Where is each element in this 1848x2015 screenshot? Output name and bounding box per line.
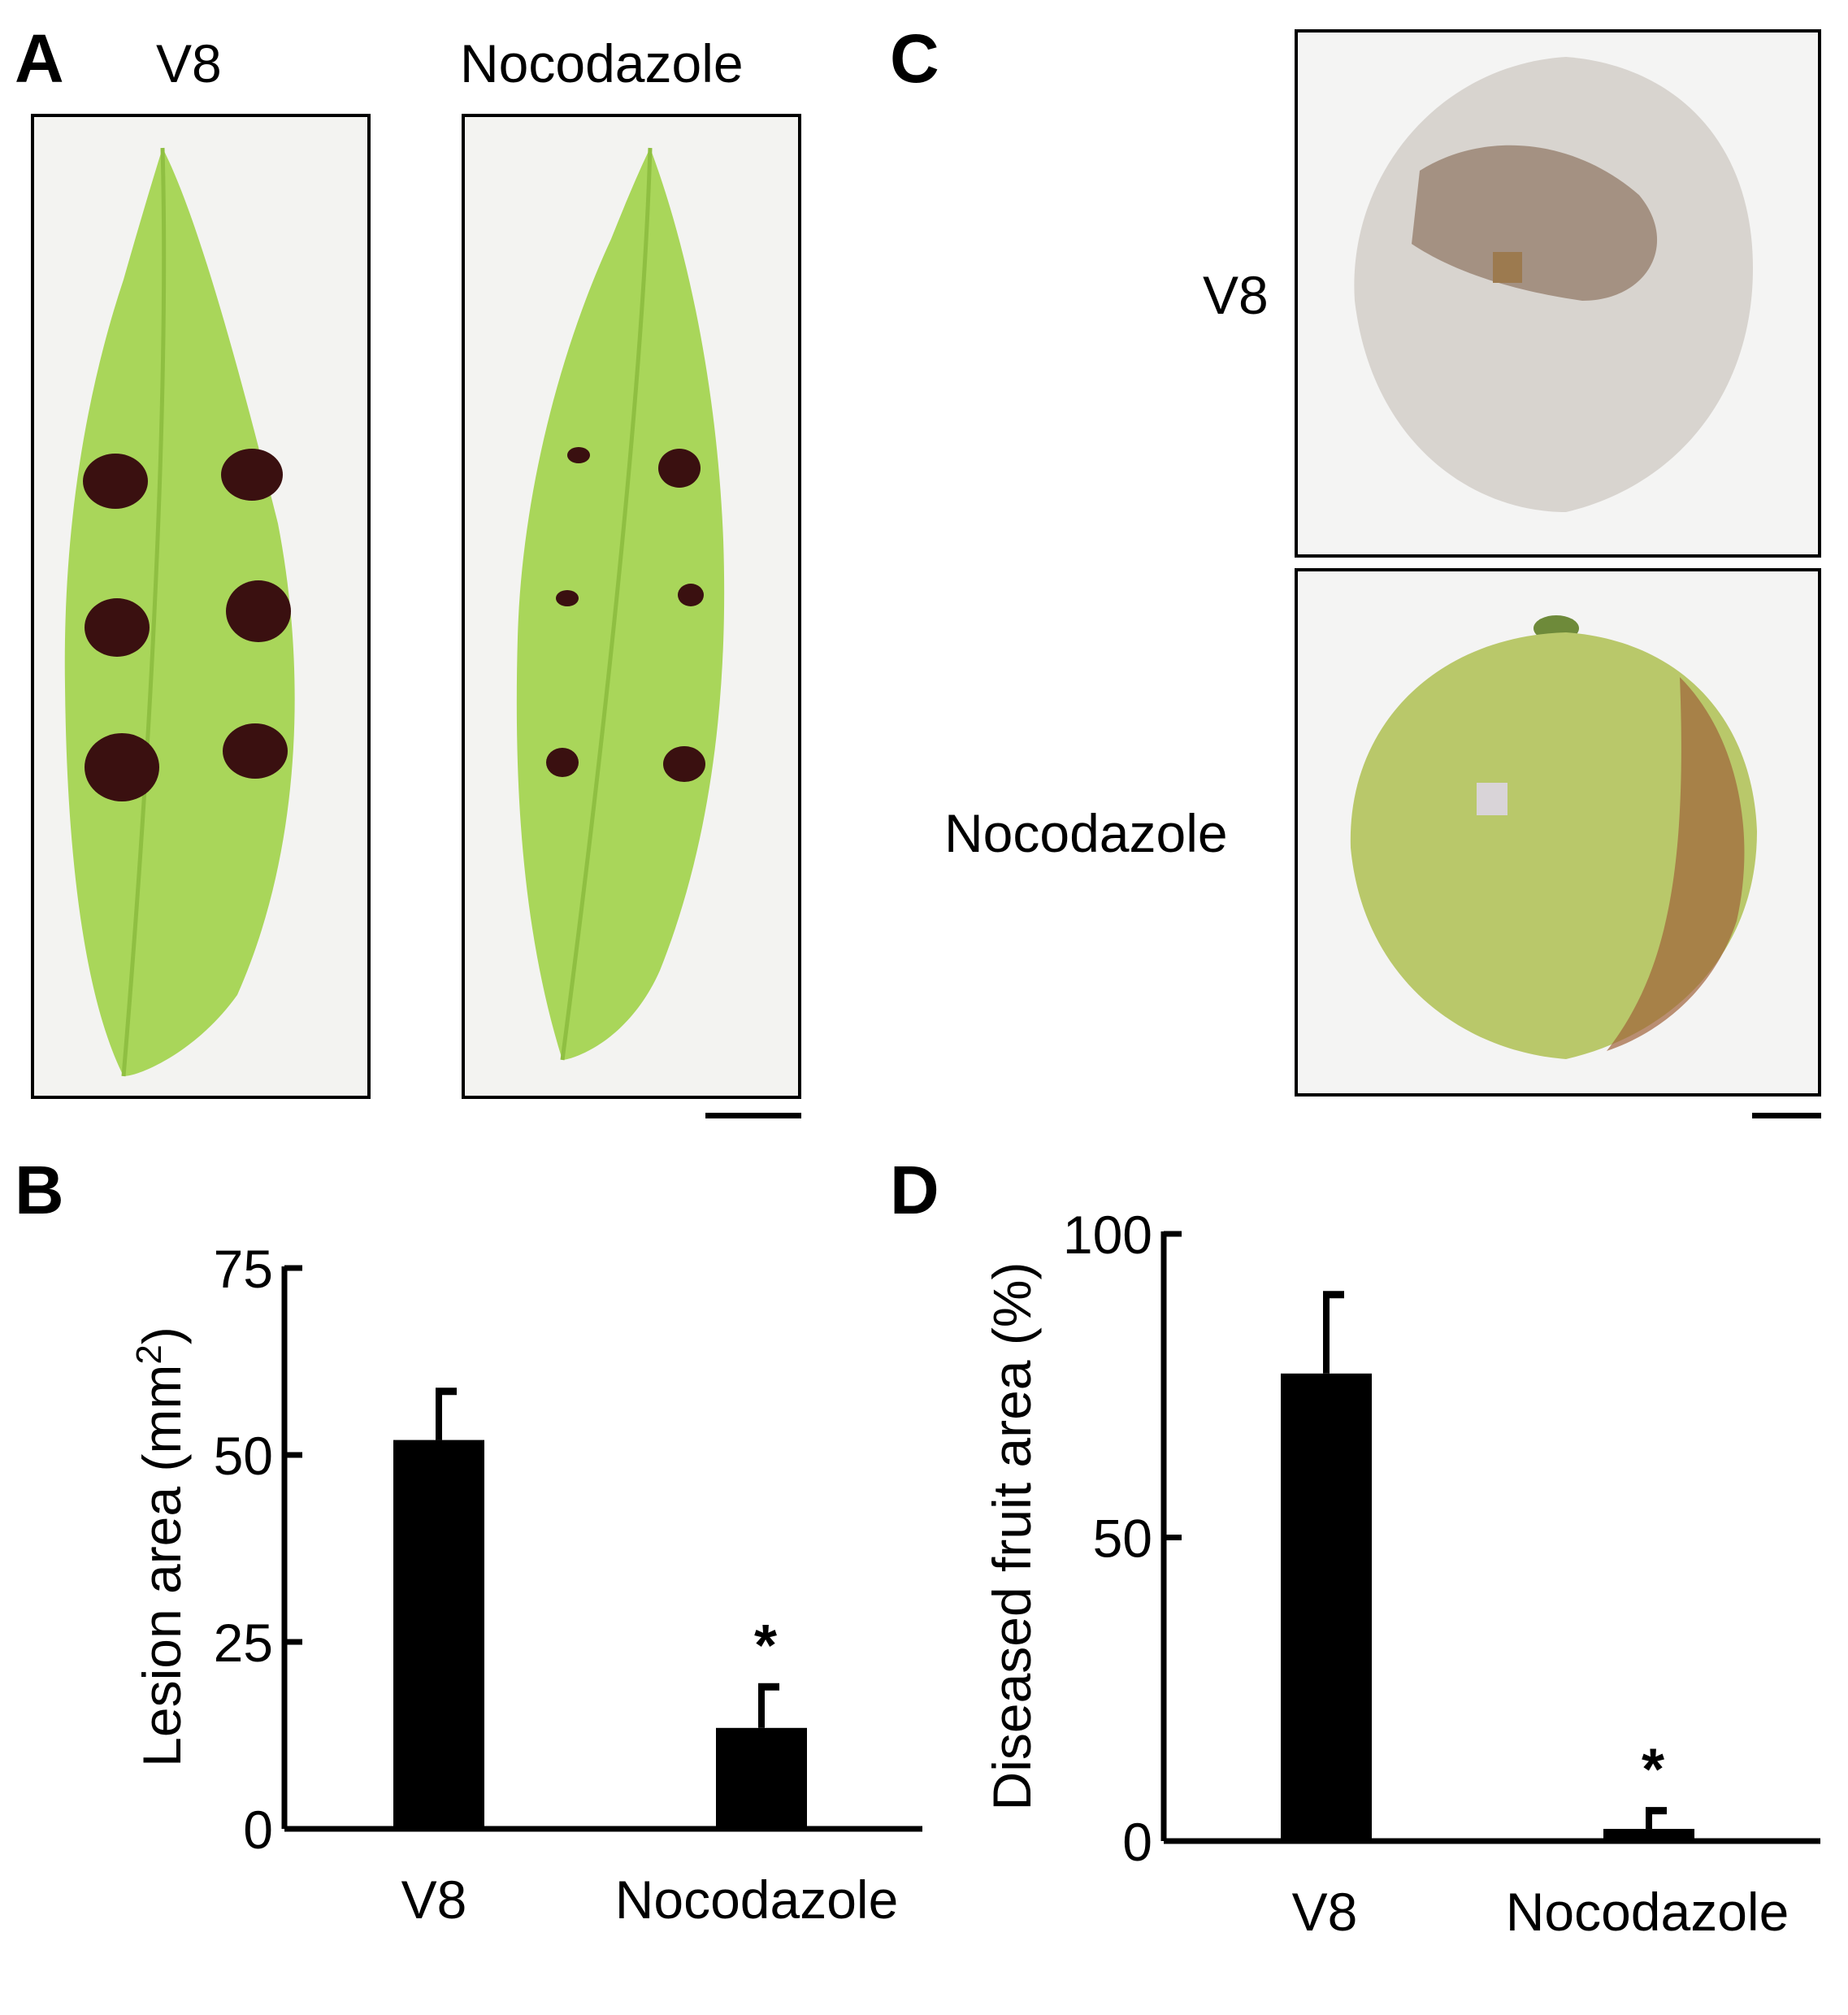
chart-d-x-tick-label: V8 bbox=[1292, 1882, 1358, 1942]
fruit-photo-v8 bbox=[1295, 29, 1821, 558]
leaf-photo-v8 bbox=[31, 114, 371, 1099]
panel-letter-b: B bbox=[15, 1152, 64, 1228]
chart-d-x-tick-label: Nocodazole bbox=[1506, 1882, 1789, 1942]
leaf-illustration-v8 bbox=[34, 117, 367, 1096]
chart-b-bar-nocodazole bbox=[716, 1727, 807, 1829]
chart-b-bar-v8 bbox=[393, 1440, 484, 1829]
panel-letter-a: A bbox=[15, 20, 64, 97]
chart-d-bar-v8 bbox=[1281, 1373, 1372, 1841]
chart-d-significance-marker: * bbox=[1642, 1738, 1664, 1803]
panel-letter-d: D bbox=[890, 1152, 939, 1228]
chart-b-y-tick-label: 50 bbox=[214, 1426, 273, 1486]
chart-b-significance-marker: * bbox=[754, 1613, 777, 1678]
chart-b-x-tick-label: V8 bbox=[401, 1870, 467, 1930]
fruit-label-nocodazole: Nocodazole bbox=[944, 803, 1228, 863]
leaf-label-nocodazole: Nocodazole bbox=[460, 33, 744, 93]
chart-b-x-tick-label: Nocodazole bbox=[615, 1870, 899, 1930]
chart-b-y-tick-label: 25 bbox=[214, 1613, 273, 1673]
chart-d-bar-nocodazole bbox=[1603, 1829, 1694, 1841]
chart-d: 0 50 100 V8 Nocodazole * Diseased fruit area … bbox=[982, 1205, 1820, 1942]
chart-d-y-axis-label: Diseased fruit area (%) bbox=[982, 1262, 1042, 1811]
leaf-photo-nocodazole bbox=[462, 114, 801, 1099]
chart-b-y-axis-label: Lesion area (mm2) bbox=[129, 1327, 193, 1767]
chart-b-y-tick-label: 75 bbox=[214, 1239, 273, 1299]
scale-bar-fruit bbox=[1752, 1113, 1821, 1118]
chart-d-y-tick-label: 50 bbox=[1093, 1509, 1152, 1569]
scale-bar-leaf bbox=[705, 1113, 801, 1118]
chart-b-y-tick-label: 0 bbox=[243, 1800, 273, 1860]
fruit-photo-nocodazole bbox=[1295, 568, 1821, 1097]
fruit-illustration-v8 bbox=[1298, 33, 1818, 554]
leaf-illustration-nocodazole bbox=[465, 117, 798, 1096]
fruit-label-v8: V8 bbox=[1203, 265, 1269, 325]
chart-d-y-tick-label: 0 bbox=[1122, 1812, 1152, 1872]
chart-b: 0 25 50 75 V8 Nocodazole * Lesion area (mm2) bbox=[129, 1239, 922, 1930]
panel-letter-c: C bbox=[890, 20, 939, 97]
fruit-illustration-nocodazole bbox=[1298, 571, 1818, 1093]
leaf-label-v8: V8 bbox=[156, 33, 222, 93]
chart-d-y-tick-label: 100 bbox=[1063, 1205, 1152, 1265]
